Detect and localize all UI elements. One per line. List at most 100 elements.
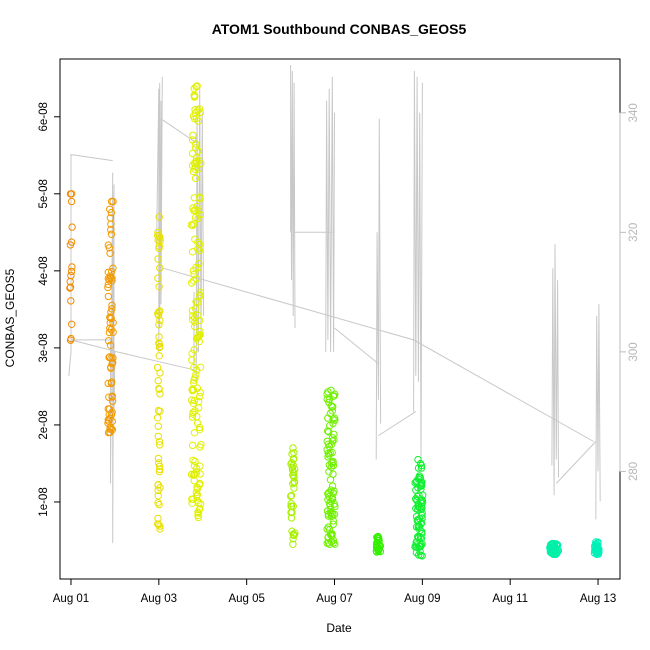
data-point xyxy=(196,331,204,339)
data-point xyxy=(195,423,204,432)
data-point xyxy=(328,407,336,415)
data-point xyxy=(329,517,337,525)
x-tick-label: Aug 11 xyxy=(492,593,528,605)
right-tick-label: 340 xyxy=(628,103,640,122)
y-axis-label: CONBAS_GEOS5 xyxy=(3,268,17,367)
data-point xyxy=(549,540,558,548)
y-tick-label: 3e-08 xyxy=(38,333,50,362)
data-point xyxy=(104,292,113,301)
data-point xyxy=(189,456,197,464)
data-point xyxy=(154,520,162,528)
data-point xyxy=(154,481,162,489)
data-point xyxy=(193,483,201,491)
data-point xyxy=(108,277,116,285)
data-point xyxy=(329,415,337,423)
data-point xyxy=(154,492,162,500)
data-point xyxy=(68,320,76,328)
data-point xyxy=(549,545,558,553)
data-point xyxy=(154,432,163,441)
x-axis-label: Date xyxy=(326,621,352,635)
data-point xyxy=(411,543,419,551)
data-point xyxy=(190,346,199,354)
data-point xyxy=(194,165,203,173)
data-point xyxy=(190,270,198,279)
data-point xyxy=(288,450,296,458)
data-point xyxy=(196,443,204,451)
data-point xyxy=(107,379,116,388)
data-point xyxy=(192,144,200,152)
data-point xyxy=(328,530,336,538)
data-point xyxy=(188,149,197,158)
data-point xyxy=(289,502,297,510)
x-tick-label: Aug 13 xyxy=(580,593,616,605)
x-tick-label: Aug 01 xyxy=(53,593,89,605)
data-point xyxy=(194,298,202,307)
data-point xyxy=(106,205,114,214)
data-point xyxy=(414,533,422,541)
data-point xyxy=(154,231,162,240)
data-point xyxy=(189,131,197,140)
data-point xyxy=(107,410,116,419)
data-point xyxy=(67,271,75,280)
data-point xyxy=(154,255,162,263)
data-point xyxy=(373,538,381,547)
data-point xyxy=(154,228,162,237)
data-point xyxy=(153,414,162,422)
data-point xyxy=(188,316,197,324)
data-point xyxy=(191,322,199,331)
data-point xyxy=(331,390,339,398)
data-point xyxy=(196,292,205,300)
data-point xyxy=(154,454,163,463)
data-point xyxy=(325,428,333,436)
data-point xyxy=(109,354,117,362)
data-point xyxy=(189,112,198,120)
data-point xyxy=(327,497,335,506)
data-point xyxy=(324,440,333,448)
data-point xyxy=(287,514,296,522)
data-point xyxy=(108,305,116,313)
data-point xyxy=(290,479,298,487)
data-point xyxy=(188,413,197,421)
y-tick-label: 1e-08 xyxy=(38,487,50,516)
data-point xyxy=(372,547,381,555)
data-point xyxy=(289,480,297,488)
data-point xyxy=(196,288,205,296)
data-point xyxy=(156,441,164,449)
data-point xyxy=(323,507,332,515)
data-point xyxy=(192,298,200,306)
data-point xyxy=(105,393,113,401)
y-tick-label: 5e-08 xyxy=(38,179,50,208)
data-point xyxy=(191,92,199,101)
data-point xyxy=(194,311,202,320)
data-point xyxy=(153,363,162,372)
chart-title: ATOM1 Southbound CONBAS_GEOS5 xyxy=(212,21,467,37)
data-point xyxy=(550,550,558,558)
data-point xyxy=(415,514,424,523)
data-point xyxy=(109,358,117,367)
data-point xyxy=(156,316,164,325)
flight-track-segment xyxy=(290,64,296,329)
data-point xyxy=(196,327,204,336)
data-point xyxy=(195,481,204,489)
data-point xyxy=(109,328,117,336)
data-point xyxy=(416,533,425,541)
data-point xyxy=(329,459,337,467)
data-point xyxy=(194,511,202,520)
data-point xyxy=(109,197,117,206)
data-point xyxy=(324,523,333,531)
flight-track-segment xyxy=(156,76,163,352)
y-axis: 1e-08 2e-08 3e-08 4e-08 5e-08 6e-08 xyxy=(38,102,61,517)
data-point xyxy=(155,385,163,393)
data-point xyxy=(67,197,76,206)
data-point xyxy=(104,268,113,276)
data-point xyxy=(374,535,382,543)
data-point xyxy=(192,83,200,91)
data-point xyxy=(189,386,198,394)
data-point xyxy=(194,264,203,272)
flight-track-segment xyxy=(334,327,379,365)
data-point xyxy=(66,190,75,198)
data-point xyxy=(194,245,202,253)
data-point xyxy=(190,84,198,93)
data-point xyxy=(104,416,113,424)
data-point xyxy=(372,543,381,552)
